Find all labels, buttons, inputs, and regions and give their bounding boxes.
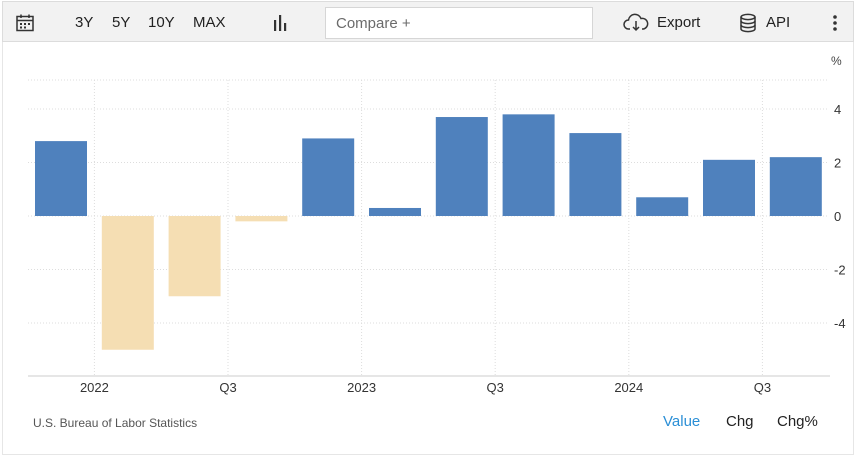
range-5y-button[interactable]: 5Y xyxy=(112,14,131,31)
y-tick-label: 0 xyxy=(834,209,841,224)
y-tick-label: 4 xyxy=(834,102,841,117)
chart-bars xyxy=(35,114,822,350)
bar-7 xyxy=(502,114,555,216)
x-tick-label: 2024 xyxy=(614,380,643,395)
api-label: API xyxy=(766,14,791,31)
chart-grid xyxy=(28,79,830,377)
bar-4 xyxy=(302,138,355,216)
bar-5 xyxy=(369,207,421,216)
y-tick-label: -2 xyxy=(834,263,846,278)
bar-6 xyxy=(435,117,488,216)
y-tick-label: 2 xyxy=(834,156,841,171)
export-label: Export xyxy=(657,14,701,31)
bar-1 xyxy=(101,216,154,350)
x-tick-label: 2022 xyxy=(80,380,109,395)
value-button[interactable]: Value xyxy=(663,413,701,430)
range-10y-button[interactable]: 10Y xyxy=(148,14,175,31)
x-tick-label: Q3 xyxy=(219,380,236,395)
bar-9 xyxy=(636,197,689,216)
bar-11 xyxy=(769,157,822,216)
cloud-download-icon xyxy=(623,13,649,33)
source-label: U.S. Bureau of Labor Statistics xyxy=(33,416,198,430)
bar-0 xyxy=(35,141,87,216)
chart-toolbar: 3Y 5Y 10Y MAX Export API xyxy=(2,1,854,42)
y-axis-ticks: 4 2 0 -2 -4 xyxy=(834,102,846,331)
export-button[interactable]: Export xyxy=(623,2,700,43)
bar-2 xyxy=(168,216,221,297)
x-axis-ticks: 2022 Q3 2023 Q3 2024 Q3 xyxy=(80,380,771,395)
more-vertical-icon[interactable] xyxy=(831,2,839,43)
range-3y-button[interactable]: 3Y xyxy=(75,14,94,31)
y-tick-label: -4 xyxy=(834,316,846,331)
y-axis-unit: % xyxy=(831,54,842,68)
bar-chart-icon[interactable] xyxy=(271,2,289,43)
bar-10 xyxy=(703,159,755,216)
range-max-button[interactable]: MAX xyxy=(193,14,226,31)
compare-input[interactable] xyxy=(325,7,593,39)
bar-3 xyxy=(235,216,288,222)
database-icon xyxy=(739,13,757,33)
chg-button[interactable]: Chg xyxy=(726,413,754,430)
calendar-icon[interactable] xyxy=(15,2,35,43)
x-tick-label: 2023 xyxy=(347,380,376,395)
chg-percent-button[interactable]: Chg% xyxy=(777,413,818,430)
x-tick-label: Q3 xyxy=(754,380,771,395)
api-button[interactable]: API xyxy=(739,2,790,43)
x-tick-label: Q3 xyxy=(487,380,504,395)
bar-8 xyxy=(569,133,622,216)
